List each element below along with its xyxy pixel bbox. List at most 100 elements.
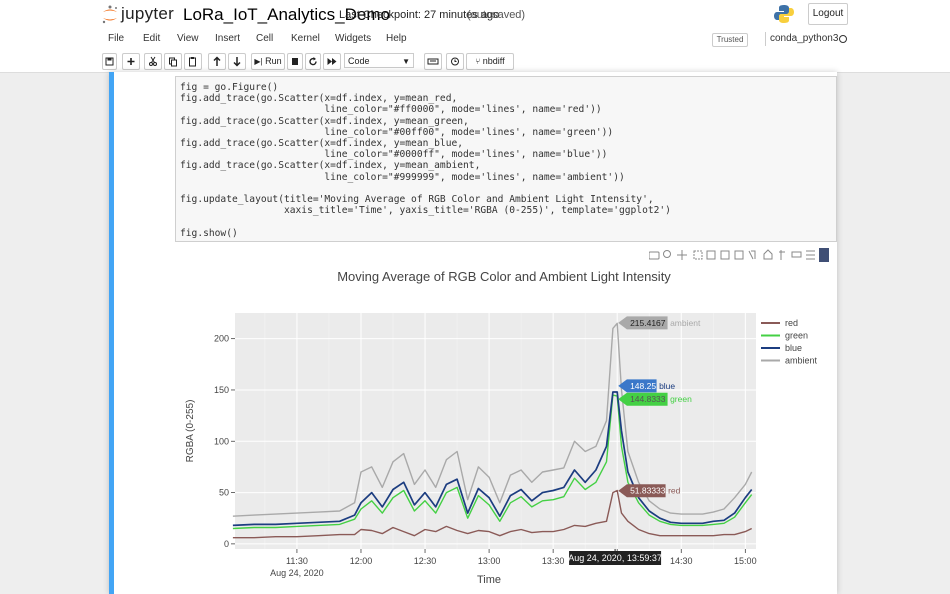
restart-run-all-button[interactable]	[323, 53, 341, 70]
autoscale-icon[interactable]	[748, 250, 756, 260]
hover-time-box	[569, 551, 662, 565]
x-tick-label: 14:30	[670, 556, 693, 566]
y-axis-title: RGBA (0-255)	[185, 400, 196, 463]
code-line: line_color="#00ff00", mode='lines', name…	[180, 126, 614, 138]
menu-kernel[interactable]: Kernel	[291, 33, 320, 44]
interrupt-button[interactable]	[287, 53, 303, 70]
code-line: fig = go.Figure()	[180, 82, 279, 93]
clock-icon	[451, 57, 459, 66]
hover-closest-icon[interactable]	[791, 251, 802, 258]
code-line: fig.add_trace(go.Scatter(x=df.index, y=m…	[180, 93, 458, 105]
menu-help[interactable]: Help	[386, 33, 407, 44]
menu-widgets[interactable]: Widgets	[335, 33, 372, 44]
selected-cell-indicator	[109, 72, 114, 594]
hover-series-name-red: red	[668, 486, 681, 496]
insert-cell-button[interactable]	[122, 53, 140, 70]
fast-forward-icon	[327, 58, 337, 65]
nbdiff-button[interactable]: ⑂ nbdiff	[466, 53, 514, 70]
plus-icon	[127, 58, 135, 65]
code-cell-input[interactable]: fig = go.Figure() fig.add_trace(go.Scatte…	[175, 76, 837, 242]
zoom-out-icon[interactable]	[734, 250, 744, 260]
save-icon	[105, 57, 114, 66]
hover-value-box-ambient	[618, 316, 668, 330]
legend-label-blue: blue	[785, 343, 802, 353]
y-tick-label: 100	[214, 436, 229, 446]
y-tick-label: 50	[219, 488, 229, 498]
code-line: fig.add_trace(go.Scatter(x=df.index, y=m…	[180, 160, 481, 172]
chart-title: Moving Average of RGB Color and Ambient …	[337, 269, 671, 284]
menu-insert[interactable]: Insert	[215, 33, 241, 44]
code-line: line_color="#0000ff", mode='lines', name…	[180, 149, 608, 161]
logout-button[interactable]: Logout	[808, 3, 848, 25]
python-logo-icon	[774, 5, 794, 23]
spike-lines-icon[interactable]	[779, 250, 785, 260]
hover-value-green: 144.8333	[630, 394, 666, 404]
plotly-chart: Moving Average of RGB Color and Ambient …	[185, 269, 818, 586]
paste-button[interactable]	[184, 53, 202, 70]
code-line: xaxis_title='Time', yaxis_title='RGBA (0…	[180, 205, 671, 217]
scissors-icon	[149, 56, 157, 66]
hover-labels: Aug 24, 2020, 13:59:37 215.4167 ambient 148…	[568, 316, 701, 565]
code-line: line_color="#ff0000", mode='lines', name…	[180, 104, 602, 116]
x-tick-date-label: Aug 24, 2020	[270, 568, 324, 578]
hover-value-blue: 148.25	[630, 381, 656, 391]
hover-time-label: Aug 24, 2020, 13:59:37	[568, 553, 662, 563]
run-label: Run	[265, 56, 282, 66]
camera-icon[interactable]	[649, 251, 660, 260]
kernel-name[interactable]: conda_python3	[770, 33, 839, 44]
zoom-icon[interactable]	[663, 250, 671, 258]
stop-icon	[292, 58, 298, 65]
hover-value-box-red	[618, 484, 666, 498]
x-tick-label: 12:00	[350, 556, 373, 566]
pan-icon[interactable]	[677, 250, 687, 260]
move-down-button[interactable]	[228, 53, 246, 70]
legend-label-green: green	[785, 331, 808, 341]
plotly-logo-icon[interactable]	[819, 248, 829, 262]
chart-legend[interactable]: red green blue ambient	[761, 318, 818, 366]
notebook-header: jupyter LoRa_IoT_Analytics_Demo Last Che…	[0, 0, 950, 30]
restart-button[interactable]	[305, 53, 321, 70]
y-tick-label: 0	[224, 539, 229, 549]
menu-file[interactable]: File	[108, 33, 125, 44]
legend-label-ambient: ambient	[785, 356, 818, 366]
clock-button[interactable]	[446, 53, 464, 70]
series-lines	[232, 322, 753, 539]
move-up-button[interactable]	[208, 53, 226, 70]
hover-value-red: 51.83333	[630, 486, 666, 496]
jupyter-wordmark[interactable]: jupyter	[121, 4, 175, 23]
command-palette-button[interactable]	[424, 53, 442, 70]
restart-icon	[309, 57, 317, 66]
menu-separator	[765, 32, 766, 46]
menu-view[interactable]: View	[177, 33, 199, 44]
menu-edit[interactable]: Edit	[143, 33, 161, 44]
cell-type-select[interactable]: Code ▼	[344, 53, 414, 68]
autosave-status: (autosaved)	[467, 9, 526, 21]
x-tick-label: 11:30	[286, 556, 308, 566]
hover-series-name-green: green	[670, 394, 692, 404]
step-forward-icon: ▶|	[254, 57, 263, 66]
box-select-icon[interactable]	[693, 250, 703, 260]
code-line: fig.update_layout(title='Moving Average …	[180, 194, 654, 205]
run-button[interactable]: ▶| Run	[251, 53, 285, 70]
trusted-indicator[interactable]: Trusted	[712, 33, 748, 47]
zoom-in-icon[interactable]	[720, 250, 730, 260]
notebook-container: fig = go.Figure() fig.add_trace(go.Scatte…	[109, 72, 837, 594]
hover-series-name-ambient: ambient	[670, 318, 701, 328]
copy-button[interactable]	[164, 53, 182, 70]
x-tick-label: 15:00	[734, 556, 757, 566]
cut-button[interactable]	[144, 53, 162, 70]
notebook-title[interactable]: LoRa_IoT_Analytics_Demo	[183, 5, 390, 24]
home-icon[interactable]	[763, 249, 773, 260]
code-line: line_color="#999999", mode='lines', name…	[180, 171, 625, 183]
hover-value-ambient: 215.4167	[630, 318, 666, 328]
x-tick-label: 13:30	[542, 556, 565, 566]
code-line: fig.show()	[180, 227, 238, 239]
code-line: fig.add_trace(go.Scatter(x=df.index, y=m…	[180, 138, 464, 149]
lasso-select-icon[interactable]	[706, 250, 716, 260]
hover-value-box-blue	[618, 379, 657, 393]
save-button[interactable]	[102, 53, 117, 70]
menu-cell[interactable]: Cell	[256, 33, 274, 44]
hover-compare-icon[interactable]	[806, 250, 815, 260]
copy-icon	[169, 57, 177, 67]
code-line: fig.add_trace(go.Scatter(x=df.index, y=m…	[180, 115, 469, 127]
